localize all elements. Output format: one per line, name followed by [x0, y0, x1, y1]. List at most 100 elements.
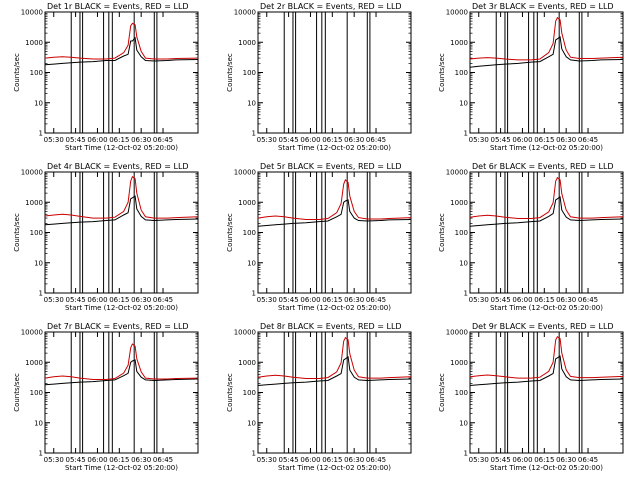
x-axis-label: Start Time (12-Oct-02 05:20:00)	[278, 144, 391, 152]
y-tick-label: 100	[455, 229, 468, 237]
lld-series-line	[44, 343, 199, 380]
x-tick-label: 06:30	[556, 136, 576, 144]
y-axis-label: Counts/sec	[13, 213, 21, 252]
y-tick-label: 100	[455, 69, 468, 77]
x-tick-label: 06:15	[534, 136, 554, 144]
x-tick-label: 06:45	[366, 296, 386, 304]
plot-frame	[44, 11, 199, 134]
y-tick-label: 10	[459, 99, 468, 107]
y-tick-label: 1	[464, 450, 468, 458]
lld-series-line	[44, 175, 199, 219]
x-tick-label: 06:15	[322, 136, 342, 144]
panel-5: Det 5r BLACK = Events, RED = LLD 1 10 100 10…	[226, 162, 412, 312]
x-axis-label: Start Time (12-Oct-02 05:20:00)	[490, 304, 603, 312]
x-tick-label: 06:15	[109, 456, 129, 464]
y-tick-label: 100	[455, 389, 468, 397]
y-tick-label: 10000	[21, 9, 43, 17]
y-tick-label: 10	[34, 259, 43, 267]
x-tick-label: 06:00	[300, 296, 320, 304]
x-tick-label: 06:15	[534, 456, 554, 464]
y-axis-label: Counts/sec	[438, 373, 446, 412]
y-tick-label: 100	[243, 229, 256, 237]
events-series-line	[469, 196, 624, 227]
y-tick-label: 1000	[25, 359, 43, 367]
x-tick-label: 05:30	[257, 136, 277, 144]
x-tick-label: 05:30	[44, 136, 64, 144]
x-tick-label: 05:45	[66, 456, 86, 464]
events-series-line	[469, 36, 624, 68]
x-tick-label: 06:15	[322, 296, 342, 304]
x-tick-label: 06:30	[344, 136, 364, 144]
x-tick-label: 06:30	[131, 136, 151, 144]
panel-title: Det 9r BLACK = Events, RED = LLD	[472, 322, 614, 331]
y-tick-label: 10000	[21, 329, 43, 337]
panel-title: Det 1r BLACK = Events, RED = LLD	[47, 2, 189, 11]
x-tick-label: 06:45	[578, 296, 598, 304]
x-tick-label: 05:45	[279, 296, 299, 304]
panel-1: Det 1r BLACK = Events, RED = LLD 1 10 100 10…	[13, 2, 199, 152]
panel-title: Det 8r BLACK = Events, RED = LLD	[260, 322, 402, 331]
y-tick-label: 10	[247, 259, 256, 267]
events-series-line	[257, 199, 412, 227]
y-tick-label: 1000	[450, 359, 468, 367]
y-tick-label: 1000	[25, 199, 43, 207]
events-series-line	[44, 359, 199, 386]
x-tick-label: 05:30	[44, 456, 64, 464]
y-tick-label: 100	[30, 389, 43, 397]
y-tick-label: 100	[30, 69, 43, 77]
y-tick-label: 100	[243, 69, 256, 77]
plot-frame	[44, 171, 199, 294]
y-axis-label: Counts/sec	[438, 53, 446, 92]
y-tick-label: 1000	[450, 199, 468, 207]
x-tick-label: 06:00	[512, 296, 532, 304]
x-tick-label: 05:45	[66, 136, 86, 144]
x-tick-label: 06:30	[344, 456, 364, 464]
y-tick-label: 10000	[446, 169, 468, 177]
events-series-line	[469, 355, 624, 386]
x-tick-label: 06:00	[87, 456, 107, 464]
y-tick-label: 10000	[234, 9, 256, 17]
y-tick-label: 1000	[238, 199, 256, 207]
x-tick-label: 06:00	[512, 456, 532, 464]
panel-title: Det 7r BLACK = Events, RED = LLD	[47, 322, 189, 331]
y-tick-label: 10	[247, 99, 256, 107]
plot-frame	[44, 331, 199, 454]
x-tick-label: 06:15	[109, 296, 129, 304]
x-tick-label: 06:45	[153, 136, 173, 144]
y-tick-label: 10000	[21, 169, 43, 177]
lld-series-line	[44, 22, 199, 60]
x-tick-label: 06:45	[578, 456, 598, 464]
y-tick-label: 1	[464, 290, 468, 298]
x-tick-label: 05:45	[279, 136, 299, 144]
x-tick-label: 06:00	[300, 456, 320, 464]
panel-4: Det 4r BLACK = Events, RED = LLD 1 10 100 10…	[13, 162, 199, 312]
x-tick-label: 06:00	[512, 136, 532, 144]
panel-title: Det 6r BLACK = Events, RED = LLD	[472, 162, 614, 171]
panel-title: Det 5r BLACK = Events, RED = LLD	[260, 162, 402, 171]
x-tick-label: 06:45	[578, 136, 598, 144]
x-tick-label: 05:30	[257, 456, 277, 464]
y-tick-label: 10	[247, 419, 256, 427]
x-tick-label: 06:45	[366, 456, 386, 464]
x-tick-label: 06:45	[153, 456, 173, 464]
x-tick-label: 06:45	[366, 136, 386, 144]
y-tick-label: 1000	[238, 359, 256, 367]
x-tick-label: 05:30	[469, 296, 489, 304]
events-series-line	[44, 195, 199, 226]
x-tick-label: 06:00	[87, 136, 107, 144]
y-tick-label: 1	[252, 130, 256, 138]
events-series-line	[44, 36, 199, 66]
x-tick-label: 05:30	[44, 296, 64, 304]
y-tick-label: 10000	[446, 9, 468, 17]
x-tick-label: 06:15	[109, 136, 129, 144]
y-tick-label: 10000	[446, 329, 468, 337]
x-tick-label: 05:45	[491, 456, 511, 464]
panel-6: Det 6r BLACK = Events, RED = LLD 1 10 100 10…	[438, 162, 624, 312]
x-tick-label: 05:45	[491, 136, 511, 144]
x-tick-label: 06:30	[344, 296, 364, 304]
plot-frame	[469, 11, 624, 134]
x-tick-label: 06:45	[153, 296, 173, 304]
panel-8: Det 8r BLACK = Events, RED = LLD 1 10 100 10…	[226, 322, 412, 472]
plot-frame	[469, 331, 624, 454]
